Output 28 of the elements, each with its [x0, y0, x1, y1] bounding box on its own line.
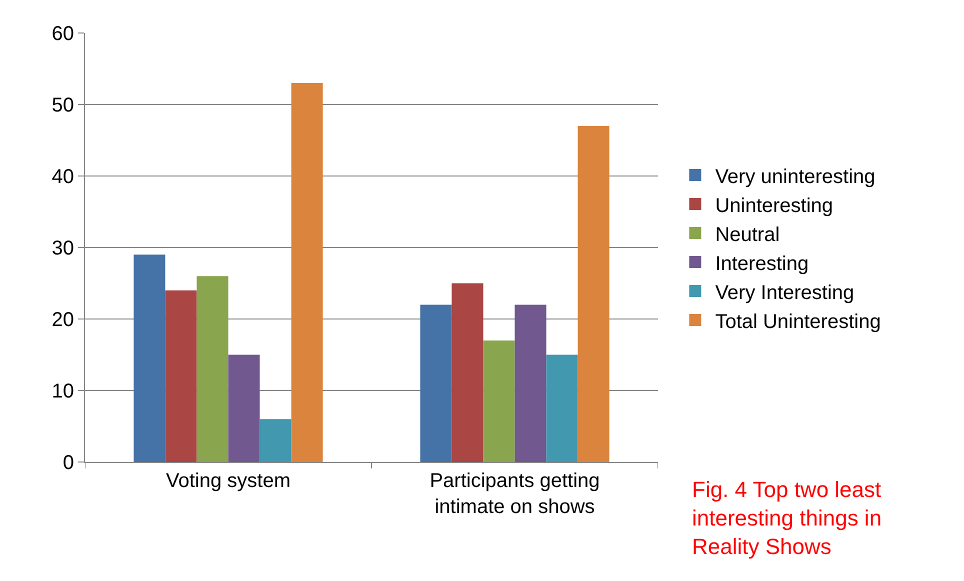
bar	[452, 283, 484, 462]
bar	[514, 304, 546, 462]
bar	[228, 354, 260, 462]
x-tick-label: Voting system	[166, 470, 291, 492]
y-tick-label: 60	[52, 23, 74, 45]
y-tick-label: 40	[52, 166, 74, 188]
bar	[546, 354, 578, 462]
y-tick-label: 0	[62, 452, 74, 474]
legend-label: Uninteresting	[715, 194, 834, 217]
x-tick-label: Participants getting intimate on shows	[430, 470, 600, 518]
legend-label: Total Uninteresting	[715, 310, 881, 333]
y-tick-label: 10	[52, 380, 74, 402]
bar	[578, 126, 610, 462]
bar	[420, 304, 452, 462]
bar	[483, 340, 515, 462]
legend-label: Very uninteresting	[715, 166, 876, 188]
bar	[291, 83, 323, 462]
y-tick-label: 30	[52, 238, 74, 260]
caption: Fig. 4 Top two least interesting things in Reality Shows	[692, 477, 882, 560]
legend-label: Very Interesting	[715, 282, 854, 304]
y-tick-label: 50	[52, 94, 74, 116]
legend-label: Interesting	[715, 252, 809, 275]
bar	[260, 419, 292, 462]
bar	[134, 254, 166, 462]
bar	[165, 290, 197, 462]
legend-label: Neutral	[715, 224, 780, 246]
y-tick-label: 20	[52, 309, 74, 331]
bar	[196, 276, 228, 462]
